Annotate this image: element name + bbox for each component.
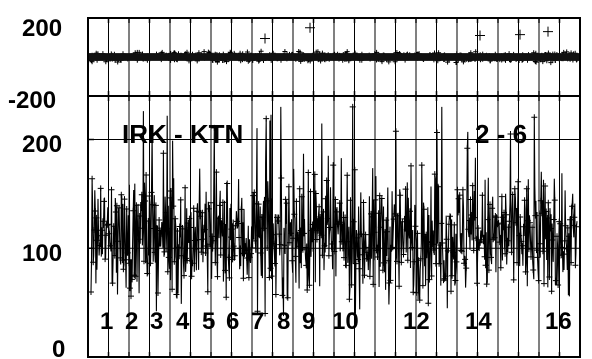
top-ytick-label: 200	[22, 15, 62, 42]
top-outlier-point	[543, 26, 553, 37]
category-label: 3	[150, 308, 163, 335]
station-pair-label: IRK - KTN	[122, 119, 243, 149]
category-label: 1	[100, 308, 113, 335]
category-label: 14	[465, 308, 492, 335]
category-label: 10	[332, 308, 359, 335]
top-panel: 200 -200	[8, 15, 581, 114]
category-label: 2	[125, 308, 138, 335]
top-outlier-point	[515, 29, 525, 40]
category-label: 12	[403, 308, 430, 335]
bottom-ytick-label: 200	[22, 131, 62, 158]
bottom-series-markers	[88, 103, 580, 317]
bottom-frame	[87, 95, 581, 358]
bottom-ytick-label: 100	[22, 240, 62, 267]
category-label: 6	[226, 308, 239, 335]
top-series	[87, 22, 580, 66]
category-label: 5	[202, 308, 215, 335]
top-band-core	[89, 53, 579, 61]
bottom-series	[88, 103, 580, 317]
top-outlier-point	[305, 22, 315, 33]
category-label: 7	[251, 308, 264, 335]
category-label: 16	[545, 308, 572, 335]
category-label: 8	[277, 308, 290, 335]
bottom-ytick-label: 0	[52, 336, 65, 359]
annotations: IRK - KTN 2 - 6	[122, 119, 527, 149]
top-outlier-point	[260, 33, 270, 44]
band-range-label: 2 - 6	[475, 119, 527, 149]
category-label: 9	[302, 308, 315, 335]
top-outlier-point	[475, 30, 485, 41]
top-ytick-label: -200	[8, 87, 56, 114]
category-labels: 1 2 3 4 5 6 7 8 9 10 12 14 16	[100, 308, 572, 335]
category-label: 4	[176, 308, 190, 335]
